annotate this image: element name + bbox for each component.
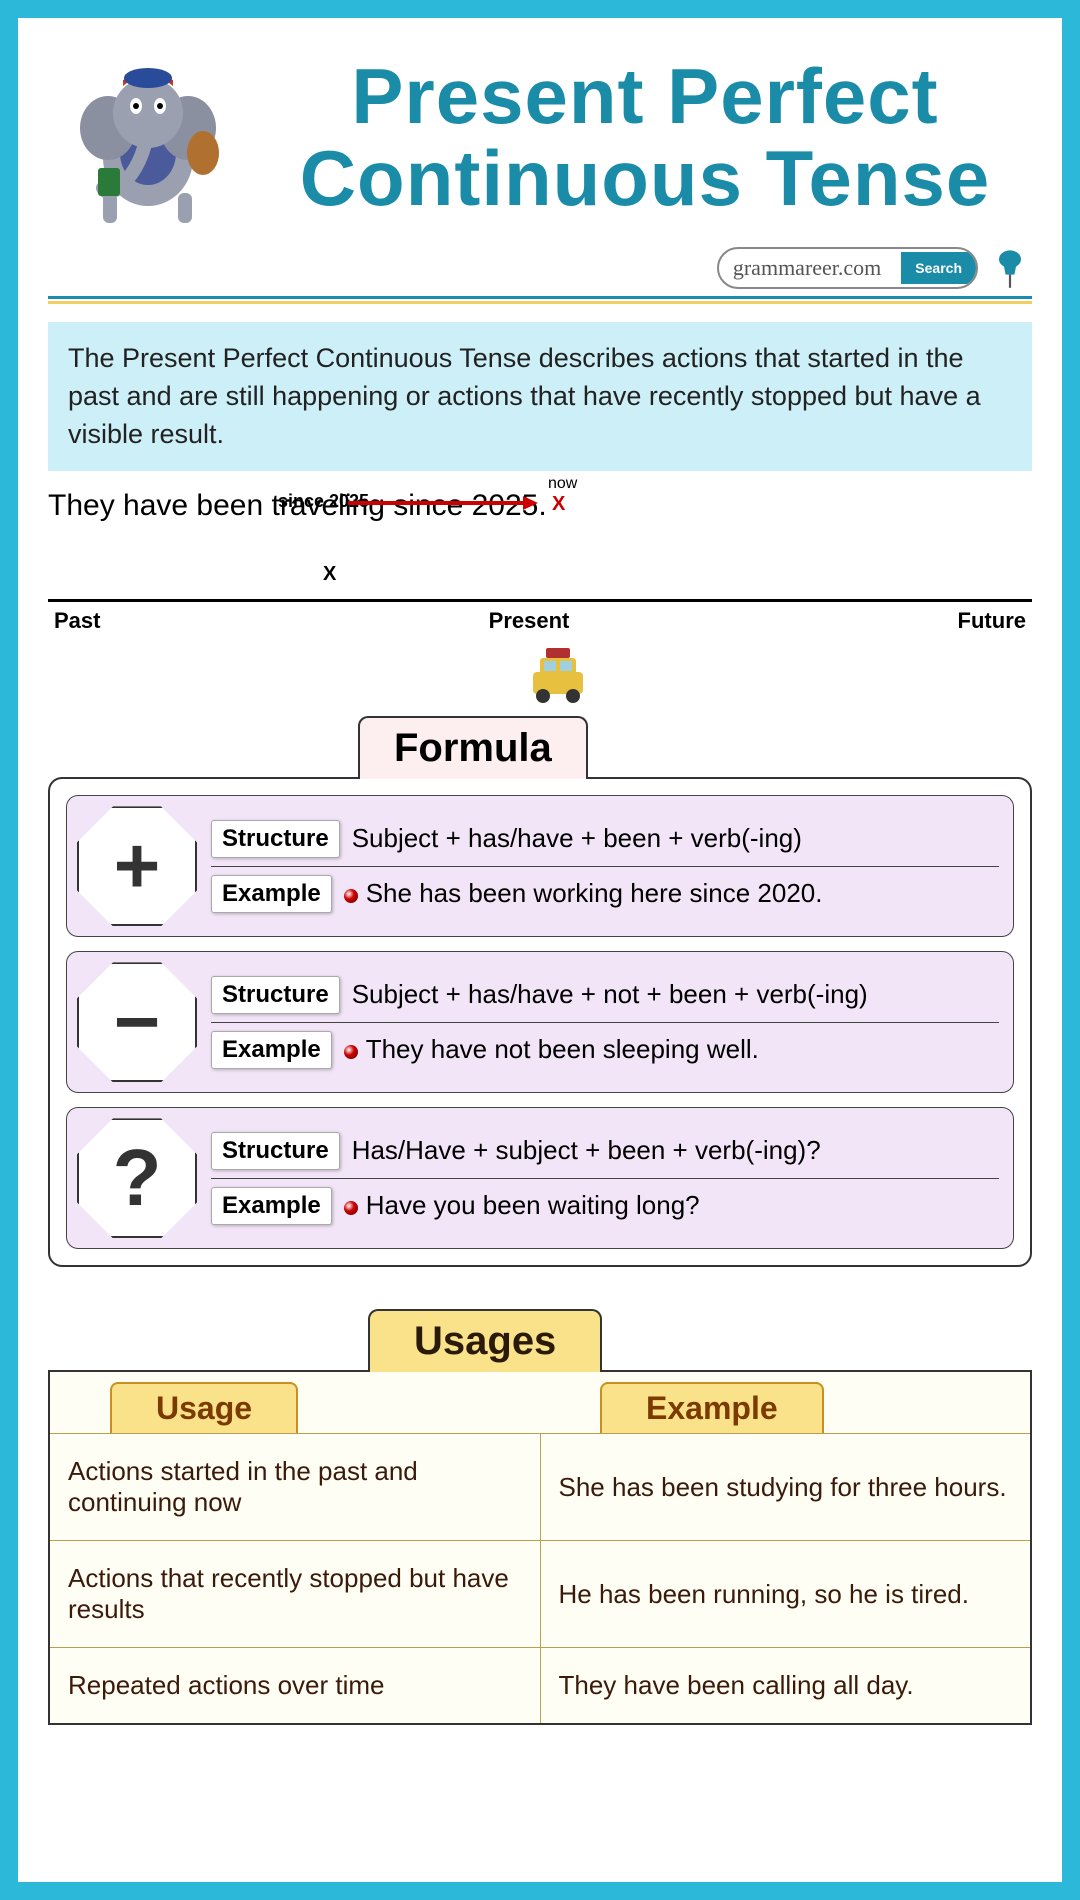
example-text: She has been working here since 2020. — [344, 878, 823, 909]
example-column-header: Example — [600, 1382, 824, 1433]
usages-tab: Usages — [368, 1309, 602, 1372]
structure-label: Structure — [211, 976, 340, 1014]
header: Present Perfect Continuous Tense — [48, 38, 1032, 238]
example-sentence: They have been traveling since 2025. — [48, 489, 1032, 523]
minus-icon: − — [77, 962, 197, 1082]
example-text: Have you been waiting long? — [344, 1190, 700, 1221]
usage-cell: Repeated actions over time — [49, 1648, 540, 1725]
timeline-present-label: Present — [489, 608, 570, 634]
bullet-icon — [344, 1045, 358, 1059]
divider-teal — [48, 296, 1032, 299]
timeline-arrow-icon — [348, 493, 538, 513]
structure-label: Structure — [211, 820, 340, 858]
usage-column-header: Usage — [110, 1382, 298, 1433]
example-cell: He has been running, so he is tired. — [540, 1541, 1031, 1648]
search-text: grammareer.com — [719, 249, 901, 287]
table-row: Actions that recently stopped but have r… — [49, 1541, 1031, 1648]
bullet-icon — [344, 1201, 358, 1215]
example-cell: They have been calling all day. — [540, 1648, 1031, 1725]
usage-cell: Actions started in the past and continui… — [49, 1434, 540, 1541]
table-row: Repeated actions over time They have bee… — [49, 1648, 1031, 1725]
search-row: grammareer.com Search — [48, 246, 1032, 290]
timeline: since 2025 now X X Past Present Future — [48, 543, 1032, 704]
formula-tab: Formula — [358, 716, 588, 779]
timeline-since-x: X — [323, 563, 336, 586]
timeline-past-label: Past — [54, 608, 100, 634]
structure-text: Subject + has/have + been + verb(-ing) — [352, 823, 802, 854]
structure-label: Structure — [211, 1132, 340, 1170]
example-cell: She has been studying for three hours. — [540, 1434, 1031, 1541]
formula-card-negative: − Structure Subject + has/have + not + b… — [66, 951, 1014, 1093]
formula-box: + Structure Subject + has/have + been + … — [48, 777, 1032, 1267]
plus-icon: + — [77, 806, 197, 926]
car-icon — [518, 644, 598, 704]
definition-box: The Present Perfect Continuous Tense des… — [48, 322, 1032, 471]
search-button[interactable]: Search — [901, 252, 976, 284]
usages-section: Usages Usage Example Actions started in … — [48, 1307, 1032, 1725]
pushpin-icon — [988, 246, 1032, 290]
formula-card-positive: + Structure Subject + has/have + been + … — [66, 795, 1014, 937]
divider-gold — [48, 301, 1032, 304]
timeline-future-label: Future — [958, 608, 1026, 634]
question-icon: ? — [77, 1118, 197, 1238]
structure-text: Has/Have + subject + been + verb(-ing)? — [352, 1135, 821, 1166]
timeline-axis — [48, 599, 1032, 602]
formula-card-question: ? Structure Has/Have + subject + been + … — [66, 1107, 1014, 1249]
example-label: Example — [211, 1031, 332, 1069]
page-title: Present Perfect Continuous Tense — [258, 56, 1032, 220]
mascot-elephant-icon — [48, 38, 248, 238]
example-text: They have not been sleeping well. — [344, 1034, 759, 1065]
bullet-icon — [344, 889, 358, 903]
formula-section: Formula + Structure Subject + has/have +… — [48, 714, 1032, 1267]
example-label: Example — [211, 1187, 332, 1225]
table-row: Actions started in the past and continui… — [49, 1434, 1031, 1541]
structure-text: Subject + has/have + not + been + verb(-… — [352, 979, 868, 1010]
search-pill: grammareer.com Search — [717, 247, 978, 289]
usage-cell: Actions that recently stopped but have r… — [49, 1541, 540, 1648]
timeline-now-label: now — [548, 475, 577, 493]
example-label: Example — [211, 875, 332, 913]
usages-table: Usage Example Actions started in the pas… — [48, 1370, 1032, 1725]
timeline-now-x: X — [552, 493, 565, 516]
page-frame: Present Perfect Continuous Tense grammar… — [0, 0, 1080, 1900]
